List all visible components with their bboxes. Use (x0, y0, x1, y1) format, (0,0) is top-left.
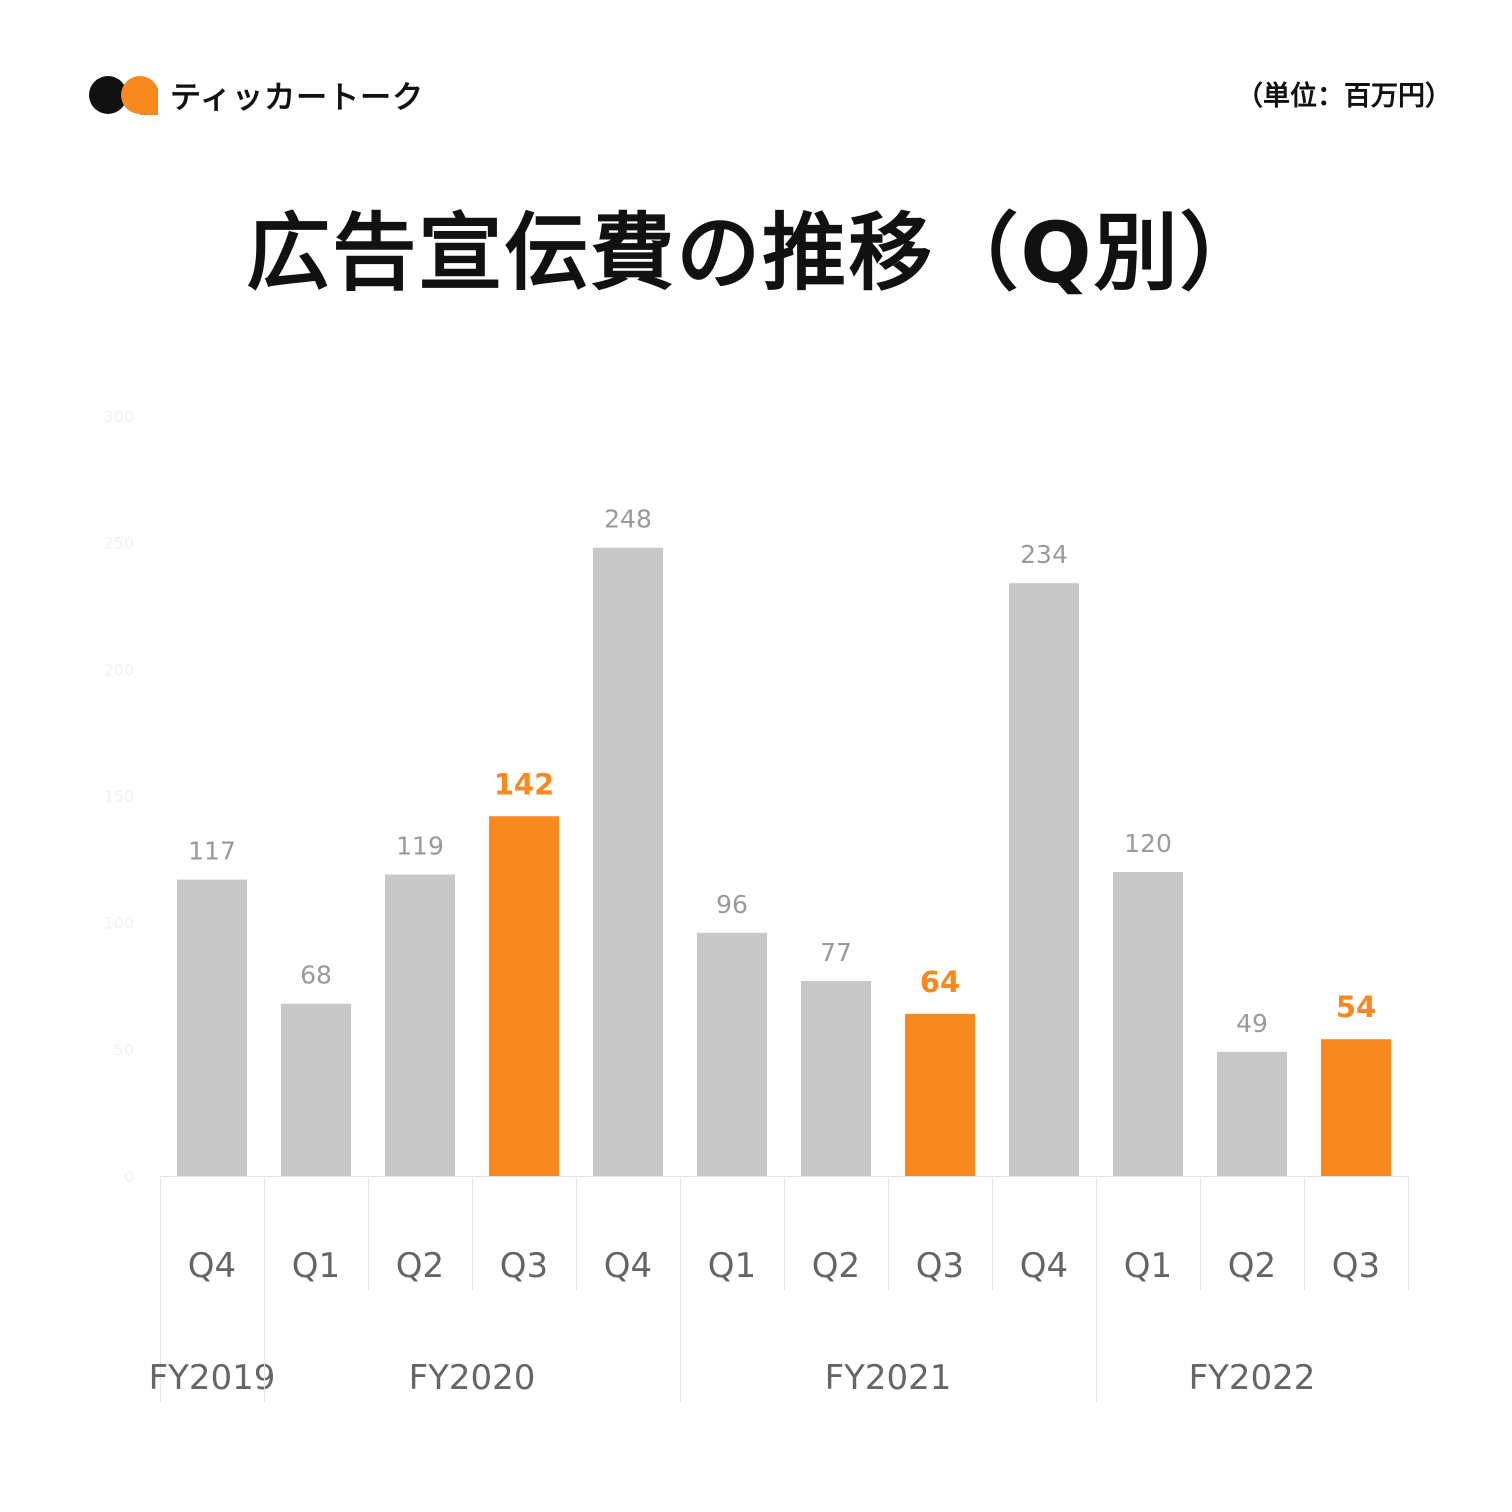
bar (593, 547, 663, 1176)
x-tick-label: Q2 (1228, 1246, 1276, 1286)
x-tick-label: Q1 (292, 1246, 340, 1286)
logo-icon (89, 75, 158, 115)
bar (281, 1003, 351, 1176)
x-tick-label: Q4 (188, 1246, 236, 1286)
data-label: 119 (396, 832, 444, 861)
bar (489, 816, 559, 1176)
data-label: 142 (494, 767, 555, 801)
bar (1113, 872, 1183, 1176)
brand-logo: ティッカートーク (88, 72, 424, 117)
brand-name: ティッカートーク (170, 80, 425, 116)
fiscal-year-label: FY2021 (825, 1358, 952, 1398)
x-tick-label: Q4 (1020, 1246, 1068, 1286)
bar (177, 879, 247, 1176)
chart-title: 広告宣伝費の推移（Q別） (246, 204, 1266, 302)
y-tick-label: 50 (114, 1040, 134, 1059)
bar (1321, 1039, 1391, 1176)
x-tick-label: Q3 (916, 1246, 964, 1286)
data-label: 68 (300, 961, 332, 990)
unit-label: （単位：百万円） (1236, 81, 1452, 112)
bar (697, 932, 767, 1176)
bar (1009, 583, 1079, 1176)
y-tick-label: 100 (103, 914, 134, 933)
bar (385, 874, 455, 1176)
bar (801, 980, 871, 1176)
data-label: 77 (820, 938, 852, 967)
x-tick-label: Q4 (604, 1246, 652, 1286)
data-label: 234 (1020, 540, 1068, 569)
fiscal-year-label: FY2022 (1189, 1358, 1316, 1398)
data-label: 117 (188, 837, 236, 866)
bar (905, 1013, 975, 1176)
data-label: 248 (604, 505, 652, 534)
data-label: 96 (716, 890, 748, 919)
x-tick-label: Q3 (500, 1246, 548, 1286)
fiscal-year-label: FY2020 (409, 1358, 536, 1398)
y-tick-label: 0 (124, 1167, 134, 1186)
data-label: 64 (920, 965, 960, 999)
x-tick-label: Q3 (1332, 1246, 1380, 1286)
x-tick-label: Q2 (396, 1246, 444, 1286)
y-tick-label: 200 (103, 660, 134, 679)
y-tick-label: 300 (103, 407, 134, 426)
y-tick-label: 250 (103, 534, 134, 553)
data-label: 49 (1236, 1009, 1268, 1038)
x-tick-label: Q1 (708, 1246, 756, 1286)
fiscal-year-label: FY2019 (149, 1358, 276, 1398)
x-tick-label: Q2 (812, 1246, 860, 1286)
data-label: 54 (1336, 990, 1376, 1024)
bar (1217, 1051, 1287, 1176)
x-tick-label: Q1 (1124, 1246, 1172, 1286)
y-tick-label: 150 (103, 787, 134, 806)
data-label: 120 (1124, 829, 1172, 858)
